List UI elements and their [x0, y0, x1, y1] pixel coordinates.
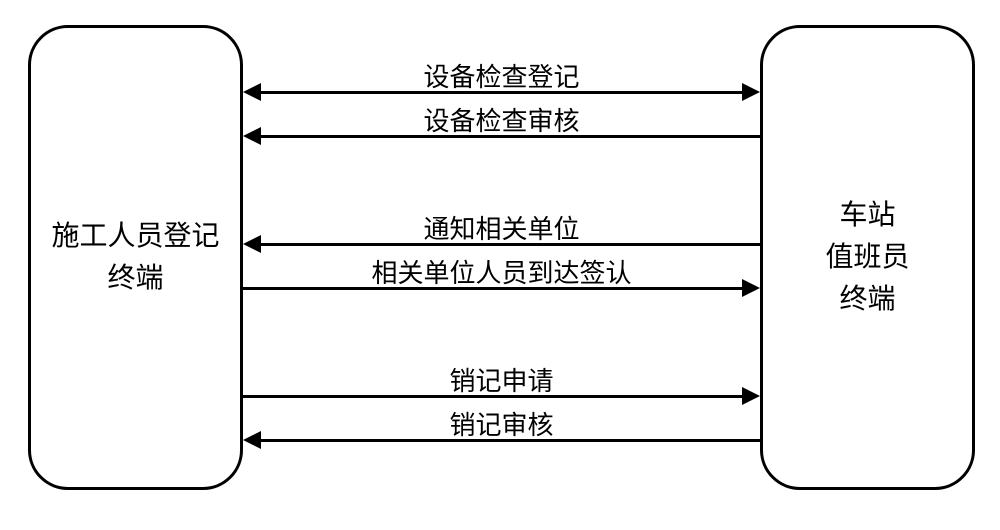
arrow-5-line	[243, 395, 746, 398]
right-box-line1: 车站	[839, 195, 895, 237]
arrow-6-head-left	[243, 431, 261, 449]
arrow-1-head-right	[742, 83, 760, 101]
left-terminal-box: 施工人员登记 终端	[28, 25, 243, 490]
arrow-4-label: 相关单位人员到达签认	[243, 253, 760, 290]
arrow-4-head-right	[742, 279, 760, 297]
arrow-3-line	[257, 243, 760, 246]
arrow-2-head-left	[243, 127, 261, 145]
arrow-6-line	[257, 439, 760, 442]
arrow-3-head-left	[243, 235, 261, 253]
arrow-5-label: 销记申请	[243, 361, 760, 398]
arrow-4-line	[243, 287, 746, 290]
arrow-6-label: 销记审核	[243, 405, 760, 442]
arrow-5-head-right	[742, 387, 760, 405]
arrow-3-label: 通知相关单位	[243, 209, 760, 246]
left-box-line1: 施工人员登记	[51, 216, 219, 258]
arrows-container: 设备检查登记 设备检查审核 通知相关单位 相关单位人员到达签认 销记申请 销记审…	[243, 25, 760, 490]
right-terminal-box: 车站 值班员 终端	[760, 25, 975, 490]
arrow-2-label: 设备检查审核	[243, 101, 760, 138]
left-box-line2: 终端	[107, 258, 163, 300]
arrow-1-line	[257, 91, 746, 94]
arrow-2-line	[257, 135, 760, 138]
right-box-line3: 终端	[839, 279, 895, 321]
right-box-line2: 值班员	[825, 237, 909, 279]
arrow-1-head-left	[243, 83, 261, 101]
arrow-1-label: 设备检查登记	[243, 57, 760, 94]
